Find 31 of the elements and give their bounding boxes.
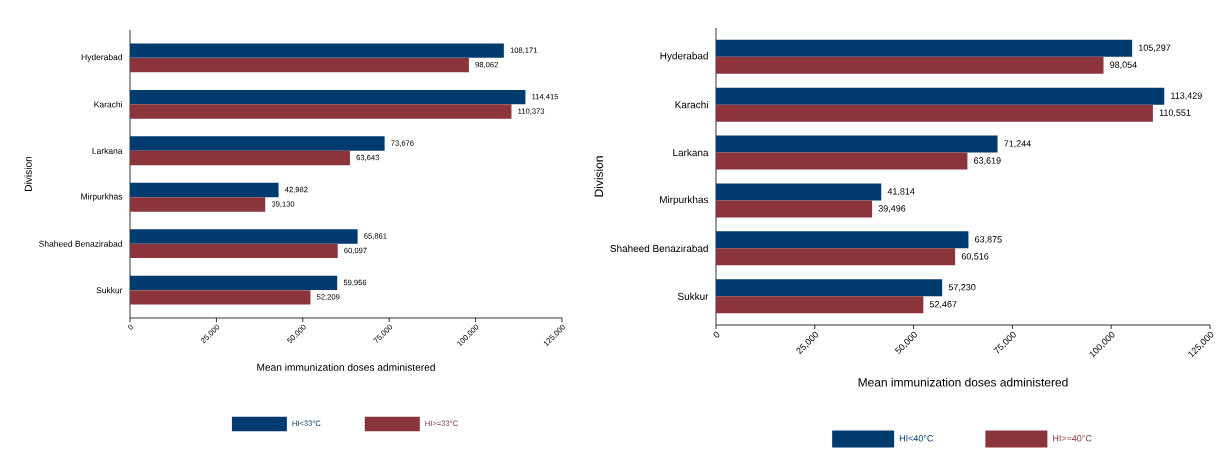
y-axis-title: Division — [594, 156, 604, 197]
data-label: 39,496 — [878, 205, 906, 213]
y-tick-label: Karachi — [675, 100, 708, 109]
y-tick-label: Larkana — [673, 148, 709, 156]
y-tick-label: Shaheed Benazirabad — [39, 240, 122, 247]
data-label: 105,297 — [1139, 44, 1171, 52]
data-label: 110,551 — [1159, 109, 1191, 117]
text: HI<40°C — [899, 434, 934, 442]
y-tick-label: Mirpurkhas — [660, 195, 709, 205]
y-tick-label: Hyderabad — [660, 51, 708, 62]
y-tick-label: Larkana — [92, 147, 123, 154]
data-label: 98,054 — [1110, 61, 1137, 69]
x-tick-label: 0 — [713, 331, 720, 338]
y-tick-label: Shaheed Benazirabad — [610, 244, 708, 252]
data-label: 60,516 — [961, 252, 989, 261]
y-tick-label: Sukkur — [677, 292, 709, 300]
data-label: 63,875 — [975, 235, 1002, 244]
y-tick-label: Sukkur — [96, 286, 123, 293]
x-axis-title: Mean immunization doses administered — [257, 363, 435, 371]
data-label: 71,244 — [1004, 140, 1031, 148]
data-label: 41,814 — [887, 188, 915, 196]
data-label: 113,429 — [1171, 92, 1202, 100]
y-tick-label: Karachi — [94, 100, 122, 108]
y-tick-label: Mirpurkhas — [81, 193, 123, 201]
x-axis-title: Mean immunization doses administered — [858, 377, 1068, 387]
y-tick-label: Hyderabad — [81, 53, 122, 62]
data-label: 63,619 — [974, 157, 1001, 165]
data-label: 52,467 — [929, 300, 957, 309]
y-axis-title: Division — [24, 156, 32, 191]
text: HI>=40°C — [1053, 434, 1092, 442]
data-label: 57,230 — [948, 283, 976, 292]
